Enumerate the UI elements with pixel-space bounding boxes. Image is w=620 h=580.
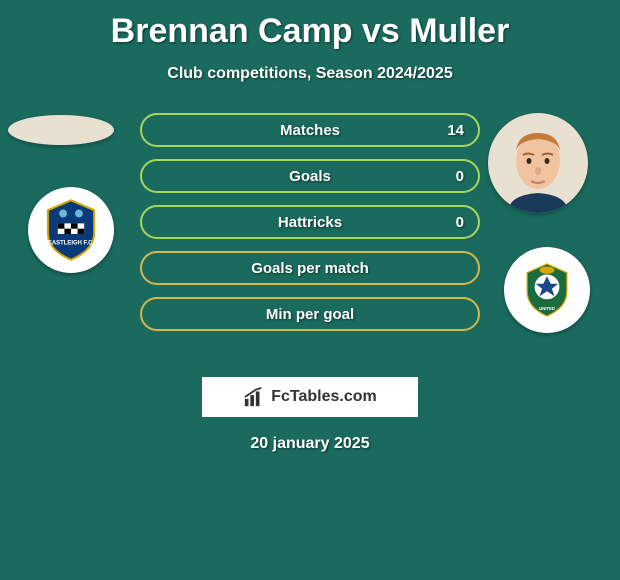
eastleigh-crest-icon: EASTLEIGH F.C. [38,197,104,263]
stat-label: Min per goal [266,306,354,323]
stat-label: Hattricks [278,214,342,231]
player-portrait-icon [498,123,578,213]
stat-label: Matches [280,122,340,139]
page-title: Brennan Camp vs Muller [0,0,620,51]
subtitle: Club competitions, Season 2024/2025 [0,65,620,83]
svg-text:UNITED: UNITED [539,306,555,311]
bar-chart-icon [243,386,265,408]
stat-label: Goals per match [251,260,369,277]
date-label: 20 january 2025 [0,435,620,453]
fctables-logo: FcTables.com [202,377,418,417]
stat-row-matches: Matches 14 [140,113,480,147]
stat-right-value: 0 [456,168,464,185]
stat-row-hattricks: Hattricks 0 [140,205,480,239]
comparison-main: EASTLEIGH F.C. UNITED Matches 14 [0,113,620,373]
fctables-label: FcTables.com [271,388,377,406]
club-right-crest-icon: UNITED [516,259,578,321]
player-left-avatar [8,115,114,145]
player-right-avatar [488,113,588,213]
stats-list: Matches 14 Goals 0 Hattricks 0 Goals per… [140,113,480,343]
svg-text:EASTLEIGH F.C.: EASTLEIGH F.C. [48,241,95,247]
club-right-crest: UNITED [504,247,590,333]
club-left-crest: EASTLEIGH F.C. [28,187,114,273]
stat-row-goals-per-match: Goals per match [140,251,480,285]
stat-row-min-per-goal: Min per goal [140,297,480,331]
stat-label: Goals [289,168,331,185]
stat-row-goals: Goals 0 [140,159,480,193]
stat-right-value: 0 [456,214,464,231]
stat-right-value: 14 [447,122,464,139]
